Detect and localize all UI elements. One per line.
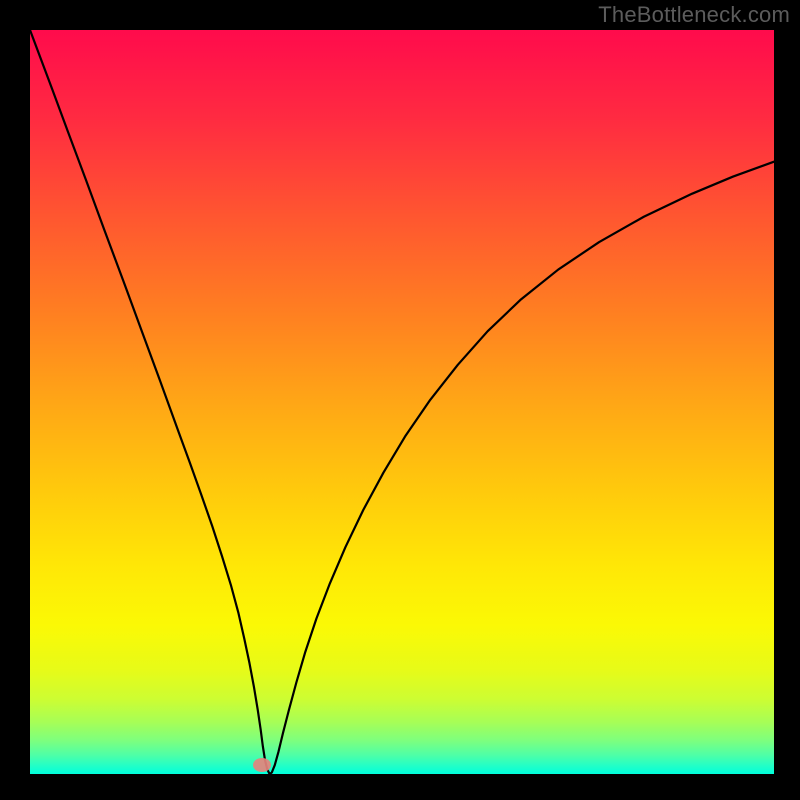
figure-container: TheBottleneck.com: [0, 0, 800, 800]
bottleneck-curve: [30, 30, 774, 774]
optimal-point-marker: [253, 758, 271, 772]
plot-area: [30, 30, 774, 774]
watermark-text: TheBottleneck.com: [598, 2, 790, 28]
